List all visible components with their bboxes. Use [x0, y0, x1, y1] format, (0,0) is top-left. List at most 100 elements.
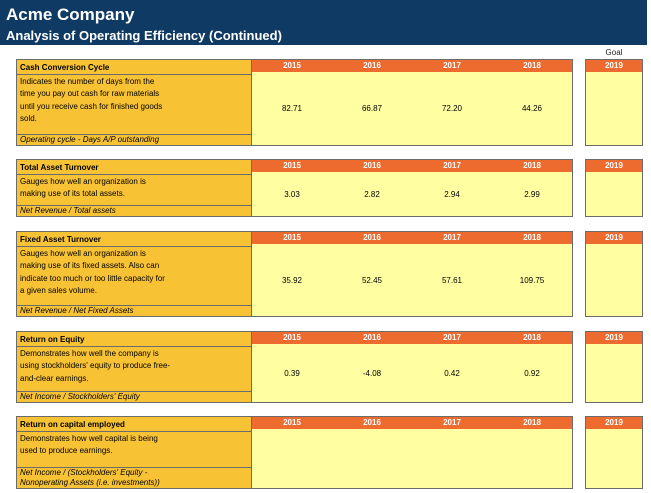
value-row: 3.03 2.82 2.94 2.99 [252, 172, 572, 216]
metric-description-panel: Total Asset Turnover Gauges how well an … [16, 159, 252, 217]
metric-description-panel: Cash Conversion Cycle Indicates the numb… [16, 59, 252, 146]
year-header: 2017 [443, 418, 461, 427]
value-cell[interactable]: 82.71 [281, 104, 303, 113]
metric-description: Indicates the number of days from the ti… [17, 75, 251, 125]
formula-line: Net Income / (Stockholders' Equity - [20, 468, 148, 477]
goal-label: Goal [605, 48, 623, 57]
description-line: a given sales volume. [20, 285, 97, 295]
description-line: until you receive cash for finished good… [20, 101, 163, 111]
year-header: 2017 [443, 333, 461, 342]
goal-year-header: 2019 [586, 332, 642, 344]
value-row: 35.92 52.45 57.61 109.75 [252, 244, 572, 316]
year-header: 2017 [443, 61, 461, 70]
year-header: 2018 [523, 61, 541, 70]
metric-description: Demonstrates how well capital is being u… [17, 432, 251, 458]
metric-description-panel: Return on Equity Demonstrates how well t… [16, 331, 252, 403]
value-cell[interactable]: 2.94 [444, 189, 460, 199]
goal-column[interactable]: 2019 [585, 416, 643, 489]
value-cell[interactable]: 44.26 [521, 104, 543, 113]
year-header-row: 2015 2016 2017 2018 [252, 417, 572, 429]
metric-values-panel: 2015 2016 2017 2018 82.71 66.87 72.20 44… [252, 59, 573, 146]
formula-line: Net Income / Stockholders' Equity [20, 392, 140, 401]
year-header: 2015 [283, 418, 301, 427]
formula-line: Nonoperating Assets (i.e. investments)) [20, 478, 160, 487]
goal-year-header: 2019 [586, 60, 642, 72]
year-header: 2018 [523, 161, 541, 170]
value-cell[interactable]: 0.92 [524, 368, 540, 378]
year-header-row: 2015 2016 2017 2018 [252, 332, 572, 344]
metric-block-cash-conversion-cycle: Cash Conversion Cycle Indicates the numb… [16, 59, 647, 146]
description-line: and-clear earnings. [20, 373, 89, 383]
metric-title: Return on Equity [17, 332, 251, 347]
metric-block-total-asset-turnover: Total Asset Turnover Gauges how well an … [16, 159, 647, 217]
description-line: Indicates the number of days from the [20, 77, 155, 86]
metric-values-panel: 2015 2016 2017 2018 [252, 416, 573, 489]
goal-column[interactable]: 2019 [585, 331, 643, 403]
metric-block-return-on-equity: Return on Equity Demonstrates how well t… [16, 331, 647, 403]
formula-line: Net Revenue / Net Fixed Assets [20, 306, 134, 315]
year-header: 2018 [523, 233, 541, 242]
formula-line: Net Revenue / Total assets [20, 206, 116, 215]
metric-formula: Net Revenue / Total assets [17, 205, 251, 216]
report-header: Acme Company Analysis of Operating Effic… [0, 0, 647, 45]
year-header: 2018 [523, 333, 541, 342]
report-subtitle: Analysis of Operating Efficiency (Contin… [6, 28, 282, 43]
year-header-row: 2015 2016 2017 2018 [252, 160, 572, 172]
year-header-row: 2015 2016 2017 2018 [252, 60, 572, 72]
value-row: 0.39 -4.08 0.42 0.92 [252, 344, 572, 402]
metric-title: Return on capital employed [17, 417, 251, 432]
metric-values-panel: 2015 2016 2017 2018 35.92 52.45 57.61 10… [252, 231, 573, 317]
metric-title: Total Asset Turnover [17, 160, 251, 175]
value-cell[interactable]: -4.08 [362, 368, 382, 378]
value-cell[interactable]: 0.39 [284, 368, 300, 378]
goal-column[interactable]: 2019 [585, 231, 643, 317]
year-header: 2015 [283, 161, 301, 170]
value-cell[interactable]: 35.92 [281, 275, 303, 285]
value-cell[interactable]: 57.61 [441, 275, 463, 285]
description-line: Demonstrates how well the company is [20, 349, 159, 358]
year-header: 2015 [283, 333, 301, 342]
description-line: making use of its fixed assets. Also can [20, 261, 160, 271]
description-line: Gauges how well an organization is [20, 177, 146, 186]
value-cell[interactable]: 66.87 [361, 104, 383, 113]
goal-column[interactable]: 2019 [585, 59, 643, 146]
year-header: 2018 [523, 418, 541, 427]
value-cell[interactable]: 3.03 [284, 189, 300, 199]
description-line: time you pay out cash for raw materials [20, 89, 160, 99]
value-row: 82.71 66.87 72.20 44.26 [252, 72, 572, 145]
metric-description: Demonstrates how well the company is usi… [17, 347, 251, 385]
year-header: 2016 [363, 233, 381, 242]
metric-description: Gauges how well an organization is makin… [17, 247, 251, 297]
metric-block-return-on-capital-employed: Return on capital employed Demonstrates … [16, 416, 647, 489]
description-line: used to produce earnings. [20, 446, 113, 456]
description-line: Gauges how well an organization is [20, 249, 146, 258]
year-header: 2015 [283, 233, 301, 242]
year-header: 2017 [443, 161, 461, 170]
metric-formula: Net Income / (Stockholders' Equity - Non… [17, 467, 251, 488]
year-header: 2016 [363, 161, 381, 170]
description-line: sold. [20, 113, 37, 123]
description-line: making use of its total assets. [20, 189, 125, 199]
value-cell[interactable]: 72.20 [441, 104, 463, 113]
goal-year-header: 2019 [586, 160, 642, 172]
value-cell[interactable]: 109.75 [519, 275, 545, 285]
goal-year-header: 2019 [586, 232, 642, 244]
metric-block-fixed-asset-turnover: Fixed Asset Turnover Gauges how well an … [16, 231, 647, 317]
metric-description-panel: Return on capital employed Demonstrates … [16, 416, 252, 489]
goal-column[interactable]: 2019 [585, 159, 643, 217]
metric-formula: Net Income / Stockholders' Equity [17, 391, 251, 402]
value-cell[interactable]: 2.82 [364, 189, 380, 199]
goal-year-header: 2019 [586, 417, 642, 429]
metric-formula: Operating cycle - Days A/P outstanding [17, 134, 251, 145]
year-header: 2016 [363, 61, 381, 70]
value-cell[interactable]: 0.42 [444, 368, 460, 378]
value-cell[interactable]: 2.99 [524, 189, 540, 199]
metric-title: Cash Conversion Cycle [17, 60, 251, 75]
value-cell[interactable]: 52.45 [361, 275, 383, 285]
metric-description-panel: Fixed Asset Turnover Gauges how well an … [16, 231, 252, 317]
year-header-row: 2015 2016 2017 2018 [252, 232, 572, 244]
value-row [252, 429, 572, 488]
description-line: Demonstrates how well capital is being [20, 434, 158, 443]
year-header: 2015 [283, 61, 301, 70]
year-header: 2016 [363, 333, 381, 342]
